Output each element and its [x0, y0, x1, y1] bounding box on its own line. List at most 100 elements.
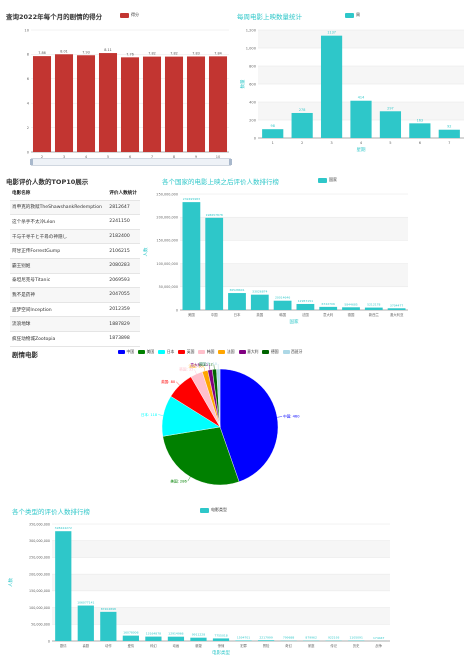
- rating-count-cell: 2047055: [107, 287, 140, 303]
- pie-label-line: [203, 366, 206, 372]
- pie-label: 美国: 286: [170, 478, 187, 483]
- country-rating-title: 各个国家的电影上映之后评价人数排行榜: [162, 178, 279, 186]
- pie-legend-item[interactable]: 韩国: [198, 349, 214, 355]
- bar: [228, 293, 246, 310]
- legend-swatch: [282, 350, 290, 354]
- genre-rating-title: 各个类型的评价人数排行榜: [12, 508, 90, 516]
- data-label: 9911228: [192, 633, 205, 637]
- y-tick-label: 2: [27, 126, 29, 130]
- pie-legend-item[interactable]: 德国: [262, 349, 279, 355]
- data-label: 198657878: [206, 213, 223, 217]
- bar: [320, 35, 343, 138]
- rating-count-cell: 1887829: [107, 316, 140, 332]
- bar: [262, 129, 284, 138]
- x-tick-label: 中国: [211, 312, 218, 317]
- bar: [142, 56, 162, 152]
- monthly-rating-legend[interactable]: 得分: [120, 12, 139, 18]
- legend-label: 电影类型: [211, 507, 227, 512]
- x-tick-label: 5: [107, 155, 109, 159]
- table-row: 霸王别姬 2080283: [10, 258, 140, 274]
- bar: [145, 636, 162, 641]
- x-tick-label: 意大利: [323, 312, 334, 317]
- genre-rating-legend[interactable]: 电影类型: [200, 507, 227, 513]
- bar: [76, 55, 96, 153]
- weekly-release-legend[interactable]: 周: [345, 12, 360, 18]
- x-tick-label: 1: [272, 141, 274, 145]
- x-tick-label: 冒险: [263, 643, 270, 648]
- bar: [100, 611, 117, 641]
- weekly-release-chart: 0 200 400 600 800 1,000 1,200 98 1 278 2 1137 3 414 4 2…: [239, 28, 464, 153]
- movie-name-cell: 阿甘正传ForrestGump: [10, 243, 108, 259]
- rating-count-cell: 2080283: [107, 258, 140, 274]
- data-label: 297: [387, 106, 393, 110]
- x-tick-label: 5: [389, 141, 391, 145]
- grid-band: [180, 217, 408, 241]
- pie-legend-item[interactable]: 日本: [158, 349, 174, 355]
- country-rating-legend[interactable]: 国家: [318, 177, 337, 183]
- x-tick-label: 4: [360, 141, 363, 145]
- table-row: 阿甘正传ForrestGump 2106215: [10, 243, 140, 259]
- x-tick-label: 4: [85, 155, 88, 159]
- bar: [387, 308, 406, 310]
- y-tick-label: 300,000,000: [29, 539, 50, 543]
- bar: [164, 56, 184, 152]
- x-tick-label: 历史: [353, 643, 360, 648]
- pie-legend-item[interactable]: 西班牙: [282, 349, 302, 355]
- x-tick-label: 2: [41, 155, 43, 159]
- top10-table: 电影名称 评价人数统计 肖申克的救赎TheShawshankRedemption…: [10, 186, 140, 347]
- data-label: 36528601: [229, 288, 244, 292]
- y-axis-title: 人数: [7, 578, 14, 587]
- y-tick-label: 200,000,000: [156, 216, 178, 220]
- movie-name-cell: 肖申克的救赎TheShawshankRedemption: [10, 200, 108, 216]
- x-tick-label: 犯罪: [240, 643, 247, 648]
- x-tick-label: 动作: [105, 643, 112, 648]
- datazoom-handle-right[interactable]: [229, 159, 232, 165]
- pie-legend-item[interactable]: 意大利: [238, 349, 258, 355]
- y-axis-title: 人数: [142, 247, 149, 256]
- data-label: 7.83: [192, 51, 200, 55]
- y-tick-label: 150,000,000: [156, 239, 178, 243]
- pie-legend-item[interactable]: 美国: [138, 349, 154, 355]
- pie-legend[interactable]: 中国 美国 日本 英国 韩国 法国 意大利 德国 西班牙: [118, 349, 328, 355]
- movie-name-cell: 泰坦尼克号Titanic: [10, 273, 108, 289]
- data-label: 799688: [283, 636, 295, 640]
- x-tick-label: 7: [151, 155, 153, 159]
- pie-label: 意大利: 13: [190, 362, 208, 367]
- y-tick-label: 0: [176, 308, 178, 312]
- data-label: 7755018: [214, 633, 227, 637]
- y-tick-label: 4: [27, 102, 30, 106]
- data-label: 12957151: [298, 299, 313, 303]
- table-row: 泰坦尼克号Titanic 2069593: [10, 273, 140, 289]
- x-tick-label: 惊悚: [218, 643, 225, 648]
- grid-band: [52, 607, 390, 625]
- x-tick-label: 传记: [330, 643, 337, 648]
- x-axis-title: 国家: [290, 318, 299, 325]
- x-tick-label: 动画: [173, 643, 180, 648]
- data-label: 5212178: [367, 303, 380, 307]
- pie-label-line: [277, 416, 283, 418]
- pie-legend-item[interactable]: 英国: [178, 349, 194, 355]
- pie-legend-item[interactable]: 法国: [218, 349, 235, 355]
- table-row: 疯狂动物城Zootopia 1873898: [10, 331, 140, 347]
- y-axis-title: 数量: [239, 79, 246, 88]
- data-label: 1137: [327, 31, 336, 35]
- y-tick-label: 200,000,000: [29, 572, 50, 576]
- legend-label: 美国: [146, 349, 155, 354]
- x-tick-label: 3: [330, 141, 332, 145]
- data-label: 16078006: [123, 631, 138, 635]
- bar: [273, 300, 292, 310]
- pie-legend-item[interactable]: 中国: [118, 349, 134, 355]
- weekly-release-title: 每周电影上映数量统计: [237, 13, 302, 21]
- bar: [291, 112, 313, 138]
- bar: [364, 307, 383, 310]
- datazoom-handle-left[interactable]: [30, 159, 33, 165]
- data-label: 7.82: [170, 52, 178, 56]
- bar: [350, 100, 372, 138]
- data-label: 232495983: [183, 197, 200, 201]
- datazoom-slider[interactable]: [30, 158, 232, 166]
- y-tick-label: 50,000,000: [159, 285, 178, 289]
- grid-band: [180, 263, 408, 287]
- monthly-rating-chart: 0 2 4 6 8 10 7.86 2 8.01 3 7.93 4 8.11 5 7.76 6 7.82 7 7.8…: [24, 28, 229, 159]
- table-row: 盗梦空间Inception 2012359: [10, 302, 140, 318]
- data-label: 879962: [305, 636, 317, 640]
